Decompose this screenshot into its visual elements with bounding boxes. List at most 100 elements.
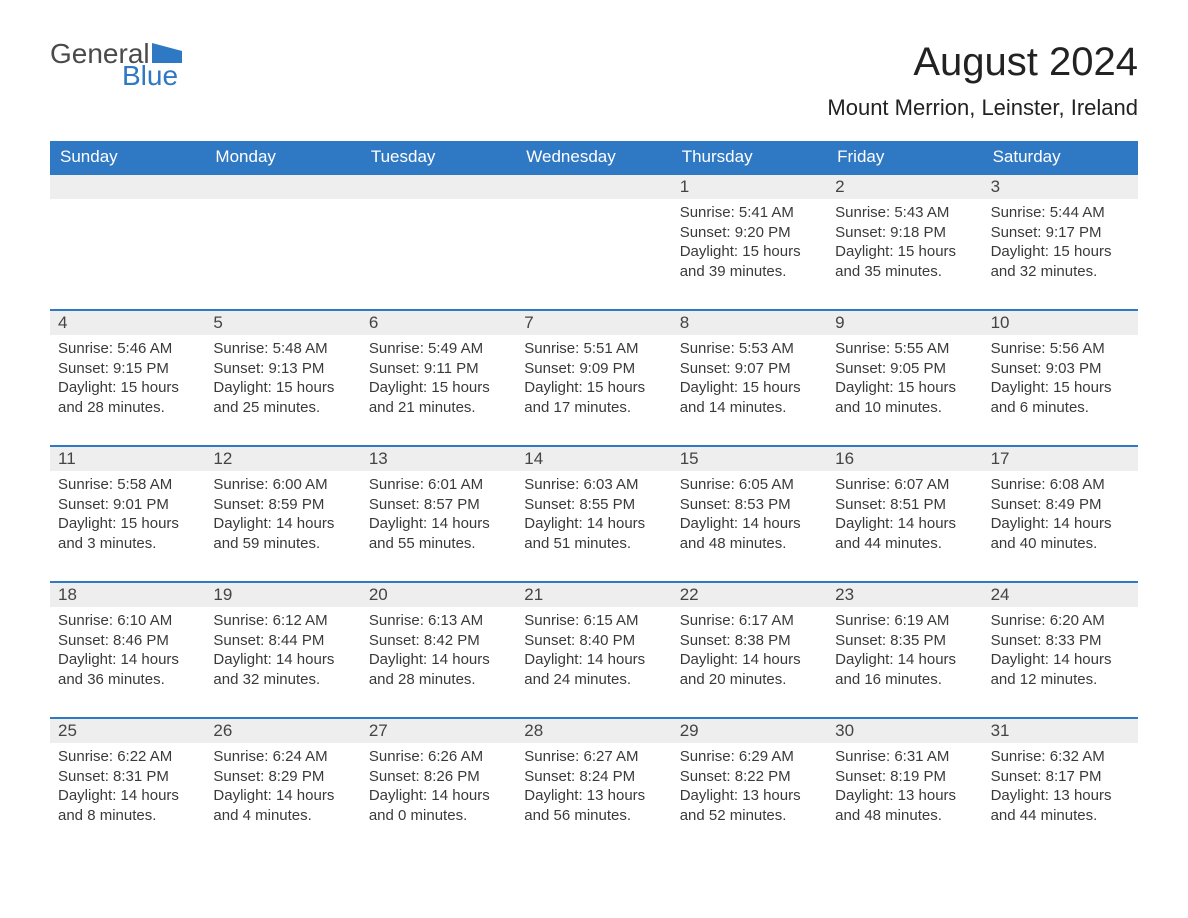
day-sunset: Sunset: 8:51 PM: [835, 495, 974, 515]
day-day2: and 25 minutes.: [213, 398, 352, 418]
day-cell: Sunrise: 5:56 AMSunset: 9:03 PMDaylight:…: [983, 335, 1138, 445]
day-day2: and 55 minutes.: [369, 534, 508, 554]
day-cell: Sunrise: 5:58 AMSunset: 9:01 PMDaylight:…: [50, 471, 205, 581]
day-sunset: Sunset: 8:55 PM: [524, 495, 663, 515]
day-cell: Sunrise: 6:17 AMSunset: 8:38 PMDaylight:…: [672, 607, 827, 717]
day-number-cell: 7: [516, 309, 671, 335]
location-label: Mount Merrion, Leinster, Ireland: [827, 95, 1138, 121]
day-number-cell: 24: [983, 581, 1138, 607]
day-day1: Daylight: 14 hours: [369, 514, 508, 534]
day-cell: [361, 199, 516, 309]
day-day1: Daylight: 15 hours: [524, 378, 663, 398]
day-cell: [516, 199, 671, 309]
day-sunrise: Sunrise: 5:44 AM: [991, 203, 1130, 223]
day-day1: Daylight: 14 hours: [680, 650, 819, 670]
day-day2: and 14 minutes.: [680, 398, 819, 418]
day-day1: Daylight: 15 hours: [58, 378, 197, 398]
day-number-cell: 17: [983, 445, 1138, 471]
day-number-cell: 28: [516, 717, 671, 743]
weekday-header: Sunday: [50, 141, 205, 173]
day-cell: Sunrise: 5:41 AMSunset: 9:20 PMDaylight:…: [672, 199, 827, 309]
day-day1: Daylight: 15 hours: [369, 378, 508, 398]
day-cell: Sunrise: 6:12 AMSunset: 8:44 PMDaylight:…: [205, 607, 360, 717]
day-day2: and 8 minutes.: [58, 806, 197, 826]
day-day1: Daylight: 14 hours: [213, 514, 352, 534]
day-sunset: Sunset: 8:26 PM: [369, 767, 508, 787]
day-sunrise: Sunrise: 6:05 AM: [680, 475, 819, 495]
weekday-header: Monday: [205, 141, 360, 173]
day-sunset: Sunset: 9:03 PM: [991, 359, 1130, 379]
day-sunset: Sunset: 8:38 PM: [680, 631, 819, 651]
day-number-cell: 29: [672, 717, 827, 743]
day-sunset: Sunset: 9:05 PM: [835, 359, 974, 379]
day-sunset: Sunset: 9:13 PM: [213, 359, 352, 379]
day-sunrise: Sunrise: 6:08 AM: [991, 475, 1130, 495]
day-day2: and 16 minutes.: [835, 670, 974, 690]
day-sunset: Sunset: 9:17 PM: [991, 223, 1130, 243]
day-sunrise: Sunrise: 6:17 AM: [680, 611, 819, 631]
day-cell: Sunrise: 6:10 AMSunset: 8:46 PMDaylight:…: [50, 607, 205, 717]
day-number-cell: 9: [827, 309, 982, 335]
day-sunrise: Sunrise: 5:51 AM: [524, 339, 663, 359]
day-number-cell: 3: [983, 173, 1138, 199]
day-cell: Sunrise: 6:01 AMSunset: 8:57 PMDaylight:…: [361, 471, 516, 581]
day-sunset: Sunset: 8:31 PM: [58, 767, 197, 787]
day-number-cell: 22: [672, 581, 827, 607]
day-cell: Sunrise: 5:44 AMSunset: 9:17 PMDaylight:…: [983, 199, 1138, 309]
day-sunrise: Sunrise: 5:49 AM: [369, 339, 508, 359]
brand-logo: General Blue: [50, 40, 182, 90]
calendar-grid: SundayMondayTuesdayWednesdayThursdayFrid…: [50, 141, 1138, 853]
day-sunset: Sunset: 8:19 PM: [835, 767, 974, 787]
day-day2: and 21 minutes.: [369, 398, 508, 418]
day-day2: and 39 minutes.: [680, 262, 819, 282]
day-day2: and 17 minutes.: [524, 398, 663, 418]
day-cell: Sunrise: 6:31 AMSunset: 8:19 PMDaylight:…: [827, 743, 982, 853]
day-cell: Sunrise: 5:51 AMSunset: 9:09 PMDaylight:…: [516, 335, 671, 445]
weekday-header: Thursday: [672, 141, 827, 173]
day-sunset: Sunset: 9:11 PM: [369, 359, 508, 379]
day-sunset: Sunset: 8:33 PM: [991, 631, 1130, 651]
day-day1: Daylight: 14 hours: [58, 786, 197, 806]
day-sunrise: Sunrise: 6:07 AM: [835, 475, 974, 495]
day-day2: and 52 minutes.: [680, 806, 819, 826]
day-day1: Daylight: 13 hours: [991, 786, 1130, 806]
day-number-cell: 5: [205, 309, 360, 335]
day-sunset: Sunset: 8:59 PM: [213, 495, 352, 515]
day-sunset: Sunset: 8:24 PM: [524, 767, 663, 787]
day-day1: Daylight: 15 hours: [213, 378, 352, 398]
day-number-cell: .: [516, 173, 671, 199]
day-day2: and 6 minutes.: [991, 398, 1130, 418]
weekday-header: Tuesday: [361, 141, 516, 173]
day-sunrise: Sunrise: 6:03 AM: [524, 475, 663, 495]
day-number-cell: 1: [672, 173, 827, 199]
day-cell: Sunrise: 5:46 AMSunset: 9:15 PMDaylight:…: [50, 335, 205, 445]
day-day1: Daylight: 15 hours: [835, 242, 974, 262]
day-day1: Daylight: 13 hours: [524, 786, 663, 806]
day-sunset: Sunset: 8:29 PM: [213, 767, 352, 787]
day-day1: Daylight: 14 hours: [680, 514, 819, 534]
day-cell: Sunrise: 6:03 AMSunset: 8:55 PMDaylight:…: [516, 471, 671, 581]
day-number-cell: 23: [827, 581, 982, 607]
day-number-cell: 11: [50, 445, 205, 471]
day-cell: Sunrise: 5:43 AMSunset: 9:18 PMDaylight:…: [827, 199, 982, 309]
day-cell: Sunrise: 5:49 AMSunset: 9:11 PMDaylight:…: [361, 335, 516, 445]
day-sunrise: Sunrise: 6:19 AM: [835, 611, 974, 631]
day-number-cell: 20: [361, 581, 516, 607]
day-day1: Daylight: 15 hours: [58, 514, 197, 534]
day-sunset: Sunset: 9:15 PM: [58, 359, 197, 379]
day-sunrise: Sunrise: 6:22 AM: [58, 747, 197, 767]
day-day2: and 44 minutes.: [991, 806, 1130, 826]
day-day1: Daylight: 14 hours: [524, 514, 663, 534]
day-cell: Sunrise: 6:26 AMSunset: 8:26 PMDaylight:…: [361, 743, 516, 853]
brand-word-2: Blue: [122, 62, 182, 90]
day-day2: and 12 minutes.: [991, 670, 1130, 690]
day-day2: and 10 minutes.: [835, 398, 974, 418]
day-number-cell: 21: [516, 581, 671, 607]
day-sunrise: Sunrise: 6:29 AM: [680, 747, 819, 767]
day-sunrise: Sunrise: 5:55 AM: [835, 339, 974, 359]
day-sunset: Sunset: 8:42 PM: [369, 631, 508, 651]
day-cell: Sunrise: 6:24 AMSunset: 8:29 PMDaylight:…: [205, 743, 360, 853]
day-day2: and 56 minutes.: [524, 806, 663, 826]
header: General Blue August 2024 Mount Merrion, …: [50, 40, 1138, 121]
day-day1: Daylight: 15 hours: [680, 242, 819, 262]
